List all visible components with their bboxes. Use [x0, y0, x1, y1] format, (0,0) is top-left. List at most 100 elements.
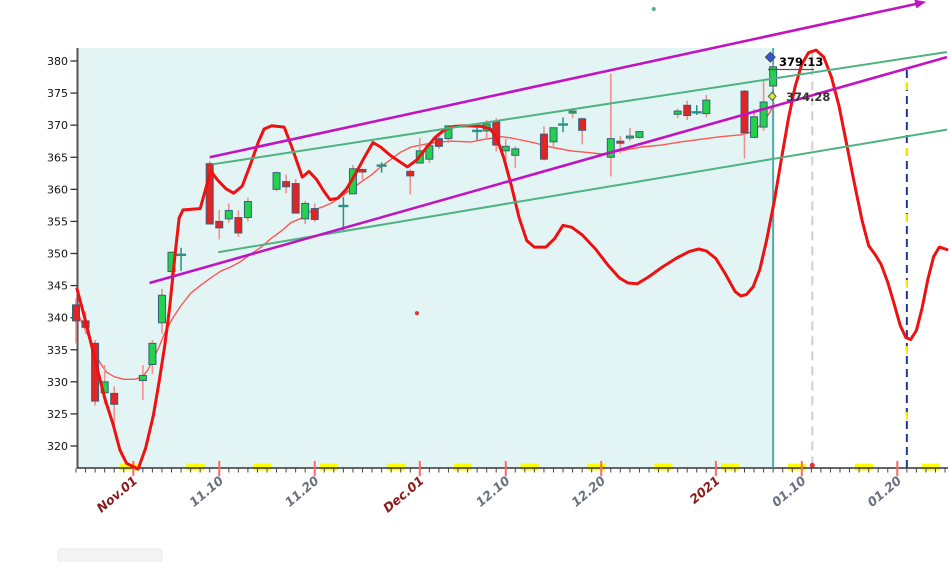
candle: [291, 179, 300, 214]
candle-body: [750, 116, 759, 138]
candle: [568, 109, 577, 119]
high-price-diamond: [764, 51, 776, 63]
tiny-red-dot-mid: [414, 311, 419, 316]
candle: [702, 95, 711, 118]
price-tick-label: 320: [47, 440, 68, 453]
weekend-mark: [787, 463, 807, 471]
weekend-mark: [253, 463, 272, 471]
price-tick-label: 375: [47, 87, 68, 100]
price-axis-ticks: 320 325 330 335 340 345 350 355 360 365 370 375 380: [47, 55, 78, 453]
date-label: 2021: [686, 473, 722, 507]
candle-body: [683, 104, 692, 117]
axis-red-dot: [809, 462, 815, 468]
candle-body: [539, 133, 548, 160]
candle-body: [511, 148, 520, 156]
price-tick-label: 380: [47, 55, 68, 68]
weekend-mark: [119, 463, 138, 471]
date-label: 01.10: [769, 473, 809, 510]
candle: [338, 197, 349, 232]
candle: [501, 138, 510, 161]
candle-body: [301, 202, 310, 220]
candle-body: [625, 135, 634, 139]
candle: [740, 89, 749, 159]
candle-body: [148, 342, 157, 366]
green-channel-lower: [218, 128, 948, 254]
candle-body: [578, 118, 587, 131]
candle: [358, 168, 367, 180]
price-tick-label: 325: [47, 408, 68, 421]
candle: [272, 171, 281, 192]
candle-body: [157, 294, 166, 324]
candle: [539, 126, 548, 161]
candle-body: [444, 125, 453, 140]
price-tick-label: 335: [47, 344, 68, 357]
candle: [110, 386, 119, 430]
magenta-channel-lower: [149, 55, 948, 285]
candle-body: [110, 392, 119, 405]
weekend-mark: [854, 463, 873, 471]
candle: [434, 135, 443, 149]
weekend-mark: [520, 463, 539, 471]
candle: [549, 127, 558, 149]
candle-body: [769, 66, 778, 87]
candle-body: [234, 217, 243, 234]
candle: [606, 73, 615, 177]
candles-layer: [72, 64, 778, 430]
price-tick-label: 360: [47, 183, 68, 196]
candle-body: [635, 131, 644, 138]
candle-body: [138, 374, 147, 382]
candle-body: [434, 138, 443, 147]
price-tick-label: 370: [47, 119, 68, 132]
candle: [282, 174, 291, 194]
candle-body: [215, 220, 224, 229]
candle: [215, 209, 224, 240]
candle: [769, 64, 778, 90]
candle-body: [759, 101, 768, 128]
chart-layers: 320 325 330 335 340 345 350 355 360 365 370 375 380 N…: [47, 0, 949, 516]
candle-body: [606, 138, 615, 158]
weekend-mark: [721, 463, 740, 471]
candle: [625, 127, 634, 142]
candle-body: [673, 110, 682, 115]
candle: [750, 109, 759, 138]
candle: [148, 340, 157, 375]
price-tick-label: 350: [47, 248, 68, 261]
candle: [472, 127, 483, 140]
candle-body: [282, 181, 291, 188]
weekend-mark: [386, 463, 405, 471]
candle-body: [549, 127, 558, 143]
candle: [234, 210, 243, 237]
candle: [310, 203, 319, 223]
weekend-mark: [453, 463, 472, 471]
candle-body: [224, 210, 233, 220]
candle-body: [358, 168, 367, 173]
weekend-mark: [921, 463, 940, 471]
candle: [224, 203, 233, 223]
candle: [673, 108, 682, 119]
weekend-mark: [186, 463, 205, 471]
date-label: 01.20: [864, 473, 904, 510]
date-label: Dec.01: [380, 473, 427, 516]
candle: [578, 117, 587, 145]
green-channel-upper: [212, 51, 948, 166]
candle-body: [291, 183, 300, 214]
trendline-arrowhead: [914, 0, 927, 9]
candle-body: [568, 110, 577, 114]
candle: [511, 146, 520, 169]
date-label: 11.20: [282, 473, 322, 510]
candle: [243, 197, 252, 222]
candle: [138, 365, 147, 400]
price-tick-label: 330: [47, 376, 68, 389]
date-label: 11.10: [186, 473, 226, 510]
weekend-mark: [587, 463, 606, 471]
price-tick-label: 365: [47, 151, 68, 164]
plot-background: [77, 48, 774, 468]
date-label: Nov.01: [94, 473, 141, 516]
candle: [72, 298, 80, 344]
candle-body: [310, 208, 319, 220]
tiny-green-dot: [651, 7, 656, 12]
price-label-ma: 374.28: [786, 90, 830, 104]
date-label: 12.20: [568, 473, 608, 510]
